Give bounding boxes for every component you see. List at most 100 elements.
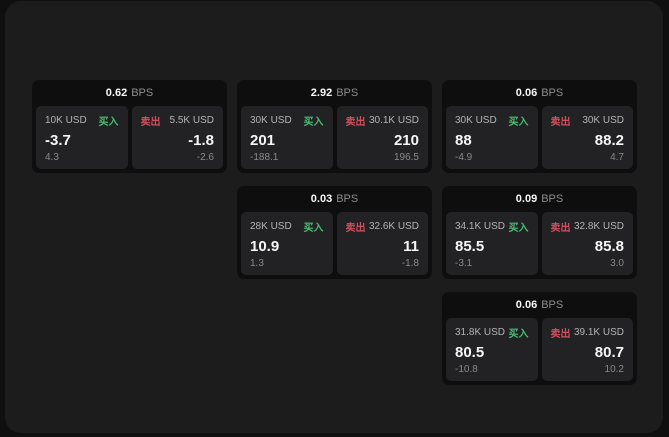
buy-amount: 30K USD — [250, 115, 292, 126]
bps-unit: BPS — [336, 193, 359, 205]
bps-value: 0.03 — [310, 193, 333, 205]
sell-panel[interactable]: 卖出 39.1K USD 80.7 10.2 — [541, 318, 633, 381]
buy-value: 80.5 — [455, 343, 485, 361]
bps-unit: BPS — [336, 87, 359, 99]
sell-amount: 32.8K USD — [573, 221, 624, 232]
sell-label: 卖出 — [550, 117, 571, 128]
buy-top-row: 30K USD 买入 — [455, 113, 529, 128]
card-header: 0.62 BPS — [36, 80, 223, 106]
buy-value: 85.5 — [455, 237, 485, 255]
quote-card[interactable]: 0.03 BPS 28K USD 买入 10.9 1.3 卖出 32.6K US… — [237, 186, 432, 279]
buy-top-row: 31.8K USD 买入 — [455, 325, 529, 340]
buy-panel[interactable]: 30K USD 买入 201 -188.1 — [241, 106, 333, 169]
sell-label: 卖出 — [345, 117, 366, 128]
buy-amount: 30K USD — [455, 115, 497, 126]
buy-sub-value: -4.9 — [455, 152, 473, 163]
bps-value: 0.06 — [515, 87, 538, 99]
card-header: 0.06 BPS — [446, 292, 633, 318]
sell-value: 11 — [403, 237, 419, 255]
sell-label: 卖出 — [550, 223, 571, 234]
sell-amount: 30K USD — [582, 115, 624, 126]
buy-top-row: 34.1K USD 买入 — [455, 219, 529, 234]
sell-panel[interactable]: 卖出 30K USD 88.2 4.7 — [541, 106, 633, 169]
buy-panel[interactable]: 28K USD 买入 10.9 1.3 — [241, 212, 333, 275]
panels: 10K USD 买入 -3.7 4.3 卖出 5.5K USD -1.8 -2.… — [36, 106, 223, 169]
sell-amount: 30.1K USD — [368, 115, 419, 126]
sell-amount: 32.6K USD — [368, 221, 419, 232]
buy-sub-value: -188.1 — [250, 152, 279, 163]
buy-top-row: 10K USD 买入 — [45, 113, 119, 128]
bps-value: 0.09 — [515, 193, 538, 205]
sell-panel[interactable]: 卖出 32.8K USD 85.8 3.0 — [541, 212, 633, 275]
sell-value: 85.8 — [594, 237, 624, 255]
card-header: 0.06 BPS — [446, 80, 633, 106]
buy-sub-value: 4.3 — [45, 152, 59, 163]
buy-amount: 10K USD — [45, 115, 87, 126]
quote-card[interactable]: 0.06 BPS 30K USD 买入 88 -4.9 卖出 30K USD — [442, 80, 637, 173]
buy-value: -3.7 — [45, 131, 71, 149]
sell-panel[interactable]: 卖出 30.1K USD 210 196.5 — [336, 106, 428, 169]
panels: 30K USD 买入 201 -188.1 卖出 30.1K USD 210 1… — [241, 106, 428, 169]
card-header: 0.03 BPS — [241, 186, 428, 212]
buy-top-row: 28K USD 买入 — [250, 219, 324, 234]
buy-label: 买入 — [508, 329, 529, 340]
sell-top-row: 卖出 32.8K USD — [551, 219, 625, 234]
sell-sub-value: 10.2 — [604, 364, 624, 375]
buy-panel[interactable]: 31.8K USD 买入 80.5 -10.8 — [446, 318, 538, 381]
buy-panel[interactable]: 10K USD 买入 -3.7 4.3 — [36, 106, 128, 169]
sell-sub-value: -2.6 — [196, 152, 214, 163]
sell-top-row: 卖出 30K USD — [551, 113, 625, 128]
bps-value: 2.92 — [310, 87, 333, 99]
sell-label: 卖出 — [345, 223, 366, 234]
sell-panel[interactable]: 卖出 32.6K USD 11 -1.8 — [336, 212, 428, 275]
sell-label: 卖出 — [140, 117, 161, 128]
panels: 31.8K USD 买入 80.5 -10.8 卖出 39.1K USD 80.… — [446, 318, 633, 381]
sell-amount: 5.5K USD — [169, 115, 214, 126]
bps-value: 0.62 — [105, 87, 128, 99]
sell-top-row: 卖出 32.6K USD — [346, 219, 420, 234]
buy-label: 买入 — [508, 223, 529, 234]
sell-label: 卖出 — [550, 329, 571, 340]
panels: 34.1K USD 买入 85.5 -3.1 卖出 32.8K USD 85.8… — [446, 212, 633, 275]
sell-sub-value: -1.8 — [401, 258, 419, 269]
sell-top-row: 卖出 39.1K USD — [551, 325, 625, 340]
card-header: 0.09 BPS — [446, 186, 633, 212]
sell-panel[interactable]: 卖出 5.5K USD -1.8 -2.6 — [131, 106, 223, 169]
buy-value: 10.9 — [250, 237, 280, 255]
quote-card-grid: 0.62 BPS 10K USD 买入 -3.7 4.3 卖出 5.5K USD — [32, 80, 637, 385]
buy-label: 买入 — [303, 117, 324, 128]
buy-label: 买入 — [303, 223, 324, 234]
sell-value: 80.7 — [594, 343, 624, 361]
sell-value: -1.8 — [188, 131, 214, 149]
buy-label: 买入 — [98, 117, 119, 128]
quote-card[interactable]: 0.62 BPS 10K USD 买入 -3.7 4.3 卖出 5.5K USD — [32, 80, 227, 173]
panels: 28K USD 买入 10.9 1.3 卖出 32.6K USD 11 -1.8 — [241, 212, 428, 275]
quote-card[interactable]: 0.06 BPS 31.8K USD 买入 80.5 -10.8 卖出 39.1… — [442, 292, 637, 385]
buy-panel[interactable]: 30K USD 买入 88 -4.9 — [446, 106, 538, 169]
buy-value: 201 — [250, 131, 276, 149]
bps-unit: BPS — [541, 87, 564, 99]
buy-value: 88 — [455, 131, 472, 149]
card-header: 2.92 BPS — [241, 80, 428, 106]
quote-card[interactable]: 0.09 BPS 34.1K USD 买入 85.5 -3.1 卖出 32.8K… — [442, 186, 637, 279]
buy-label: 买入 — [508, 117, 529, 128]
buy-amount: 28K USD — [250, 221, 292, 232]
bps-unit: BPS — [541, 299, 564, 311]
quote-card[interactable]: 2.92 BPS 30K USD 买入 201 -188.1 卖出 30.1K … — [237, 80, 432, 173]
buy-sub-value: -3.1 — [455, 258, 473, 269]
bps-unit: BPS — [131, 87, 154, 99]
buy-panel[interactable]: 34.1K USD 买入 85.5 -3.1 — [446, 212, 538, 275]
sell-sub-value: 196.5 — [393, 152, 419, 163]
bps-value: 0.06 — [515, 299, 538, 311]
buy-sub-value: 1.3 — [250, 258, 264, 269]
panels: 30K USD 买入 88 -4.9 卖出 30K USD 88.2 4.7 — [446, 106, 633, 169]
sell-sub-value: 3.0 — [610, 258, 624, 269]
sell-sub-value: 4.7 — [610, 152, 624, 163]
buy-sub-value: -10.8 — [455, 364, 478, 375]
bps-unit: BPS — [541, 193, 564, 205]
buy-amount: 34.1K USD — [455, 221, 506, 232]
sell-top-row: 卖出 5.5K USD — [141, 113, 215, 128]
sell-value: 88.2 — [594, 131, 624, 149]
app-window: 0.62 BPS 10K USD 买入 -3.7 4.3 卖出 5.5K USD — [5, 1, 663, 433]
buy-amount: 31.8K USD — [455, 327, 506, 338]
